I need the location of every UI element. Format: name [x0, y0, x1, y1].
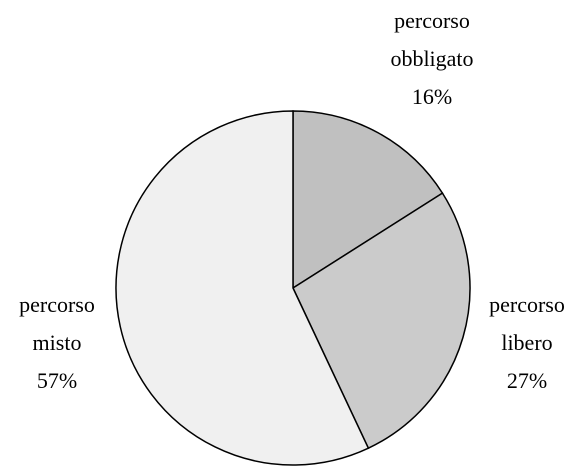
value-label: 57% — [36, 368, 78, 393]
slice-label: percorso libero 27% — [475, 286, 578, 400]
category-label: percorso obbligato — [390, 8, 474, 71]
value-label: 16% — [411, 84, 453, 109]
category-label: percorso libero — [489, 292, 565, 355]
slice-label: percorso obbligato 16% — [380, 2, 484, 116]
value-label: 27% — [506, 368, 548, 393]
slice-label: percorso misto 57% — [5, 286, 109, 400]
pie-slice — [115, 110, 370, 466]
pie-slice — [292, 110, 444, 290]
pie-slice — [292, 192, 471, 450]
category-label: percorso misto — [19, 292, 95, 355]
